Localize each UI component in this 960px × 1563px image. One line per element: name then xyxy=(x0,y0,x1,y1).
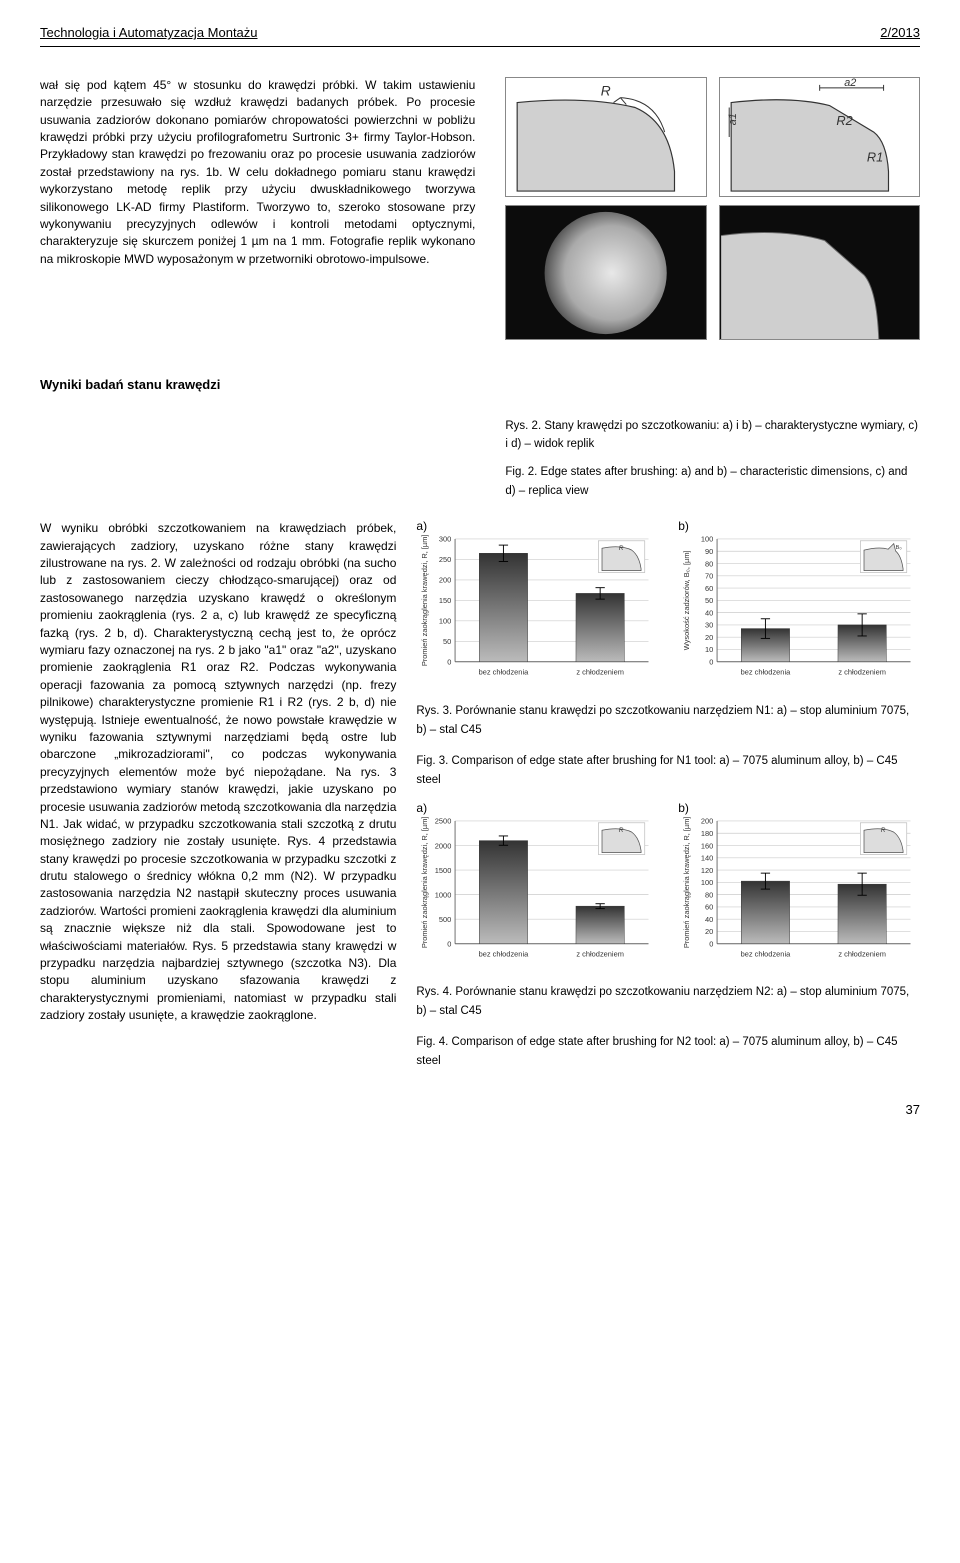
fig3-caption-en: Fig. 3. Comparison of edge state after b… xyxy=(416,752,920,790)
svg-text:Promień zaokrąglenia krawędzi,: Promień zaokrąglenia krawędzi, R, [µm] xyxy=(682,816,691,948)
svg-text:250: 250 xyxy=(439,555,451,564)
page-header: Technologia i Automatyzacja Montażu 2/20… xyxy=(40,24,920,47)
svg-text:z chłodzeniem: z chłodzeniem xyxy=(839,949,887,958)
journal-issue: 2/2013 xyxy=(880,24,920,43)
svg-text:100: 100 xyxy=(439,617,451,626)
svg-text:70: 70 xyxy=(705,572,713,581)
svg-text:140: 140 xyxy=(701,853,713,862)
svg-text:a1: a1 xyxy=(727,113,739,125)
svg-text:2500: 2500 xyxy=(435,816,452,825)
svg-text:10: 10 xyxy=(705,645,713,654)
svg-text:R: R xyxy=(619,545,624,552)
fig3-chart-a: 0 50 100 150 200 250 300 Promień zaokrąglenia k… xyxy=(416,520,658,690)
journal-title: Technologia i Automatyzacja Montażu xyxy=(40,24,258,43)
fig2-caption-pl: Rys. 2. Stany krawędzi po szczotkowaniu:… xyxy=(505,417,920,454)
lower-columns: W wyniku obróbki szczotkowaniem na krawę… xyxy=(40,520,920,1083)
fig2-row2: c) d) xyxy=(505,205,920,340)
svg-text:Promień zaokrąglenia krawędzi,: Promień zaokrąglenia krawędzi, R, [µm] xyxy=(421,816,430,948)
svg-text:bez chłodzenia: bez chłodzenia xyxy=(479,949,529,958)
svg-text:R: R xyxy=(619,827,624,834)
upper-columns: wał się pod kątem 45° w stosunku do kraw… xyxy=(40,77,920,348)
svg-text:180: 180 xyxy=(701,829,713,838)
svg-text:60: 60 xyxy=(705,584,713,593)
fig4-caption-en: Fig. 4. Comparison of edge state after b… xyxy=(416,1033,920,1071)
fig2-caption-en: Fig. 2. Edge states after brushing: a) a… xyxy=(505,463,920,500)
fig3-label-a: a) xyxy=(416,518,427,535)
svg-text:bez chłodzenia: bez chłodzenia xyxy=(479,668,529,677)
svg-text:300: 300 xyxy=(439,535,451,544)
fig2-diagram-b: a2 a1 R1 R2 xyxy=(719,77,920,197)
svg-text:150: 150 xyxy=(439,596,451,605)
svg-text:z chłodzeniem: z chłodzeniem xyxy=(839,668,887,677)
fig4-label-b: b) xyxy=(678,800,689,817)
svg-text:z chłodzeniem: z chłodzeniem xyxy=(577,668,625,677)
svg-text:Promień zaokrąglenia krawędzi,: Promień zaokrąglenia krawędzi, R, [µm] xyxy=(421,535,430,667)
page-number: 37 xyxy=(40,1101,920,1120)
fig4-charts: a) 05001000150020002500Promień zaokrągle… xyxy=(416,802,920,977)
svg-text:0: 0 xyxy=(709,939,713,948)
svg-text:bez chłodzenia: bez chłodzenia xyxy=(741,668,791,677)
paragraph-1: wał się pod kątem 45° w stosunku do kraw… xyxy=(40,77,475,268)
mid-columns: Rys. 2. Stany krawędzi po szczotkowaniu:… xyxy=(40,411,920,511)
svg-text:R2: R2 xyxy=(836,113,852,128)
fig4-chart-b: 0 20 40 60 80 100 120 140 160 180 200 Promień zaokr… xyxy=(678,802,920,972)
paragraph-2: W wyniku obróbki szczotkowaniem na krawę… xyxy=(40,520,396,1024)
svg-text:1500: 1500 xyxy=(435,865,452,874)
fig3-chart-b: 0 10 20 30 40 50 60 70 80 90 100 Wysokość zadziorów… xyxy=(678,520,920,690)
svg-text:2000: 2000 xyxy=(435,841,452,850)
fig4-label-a: a) xyxy=(416,800,427,817)
svg-text:500: 500 xyxy=(439,914,451,923)
svg-text:20: 20 xyxy=(705,633,713,642)
svg-text:60: 60 xyxy=(705,902,713,911)
svg-text:50: 50 xyxy=(705,596,713,605)
svg-text:200: 200 xyxy=(701,816,713,825)
svg-text:50: 50 xyxy=(443,637,451,646)
fig3-label-b: b) xyxy=(678,518,689,535)
svg-text:90: 90 xyxy=(705,547,713,556)
svg-text:20: 20 xyxy=(705,927,713,936)
fig2-photo-c xyxy=(505,205,706,340)
svg-text:R: R xyxy=(881,827,886,834)
fig2-photo-d xyxy=(719,205,920,340)
svg-text:80: 80 xyxy=(705,560,713,569)
svg-text:0: 0 xyxy=(448,939,452,948)
fig3-charts: a) 050100150200250300Promień zaokrągleni… xyxy=(416,520,920,695)
svg-text:R: R xyxy=(601,84,611,99)
fig4-caption-pl: Rys. 4. Porównanie stanu krawędzi po szc… xyxy=(416,983,920,1021)
svg-text:80: 80 xyxy=(705,890,713,899)
svg-text:z chłodzeniem: z chłodzeniem xyxy=(577,949,625,958)
svg-text:120: 120 xyxy=(701,865,713,874)
svg-text:40: 40 xyxy=(705,914,713,923)
svg-text:30: 30 xyxy=(705,621,713,630)
svg-text:0: 0 xyxy=(448,658,452,667)
svg-text:a2: a2 xyxy=(844,78,856,89)
fig3-caption-pl: Rys. 3. Porównanie stanu krawędzi po szc… xyxy=(416,702,920,740)
svg-text:Wysokość zadziorów, B₀, [µm]: Wysokość zadziorów, B₀, [µm] xyxy=(682,551,691,651)
svg-text:R1: R1 xyxy=(867,149,883,164)
fig4-chart-a: 0 500 1000 1500 2000 2500 Promień zaokrąglenia… xyxy=(416,802,658,972)
svg-text:0: 0 xyxy=(709,658,713,667)
svg-text:40: 40 xyxy=(705,609,713,618)
svg-text:bez chłodzenia: bez chłodzenia xyxy=(741,949,791,958)
svg-text:160: 160 xyxy=(701,841,713,850)
fig2-row1: a) R b) xyxy=(505,77,920,197)
svg-text:100: 100 xyxy=(701,535,713,544)
svg-text:100: 100 xyxy=(701,878,713,887)
svg-text:200: 200 xyxy=(439,576,451,585)
svg-text:1000: 1000 xyxy=(435,890,452,899)
fig2-diagram-a: R xyxy=(505,77,706,197)
svg-text:B₀: B₀ xyxy=(896,545,903,551)
section-title-results: Wyniki badań stanu krawędzi xyxy=(40,376,920,395)
